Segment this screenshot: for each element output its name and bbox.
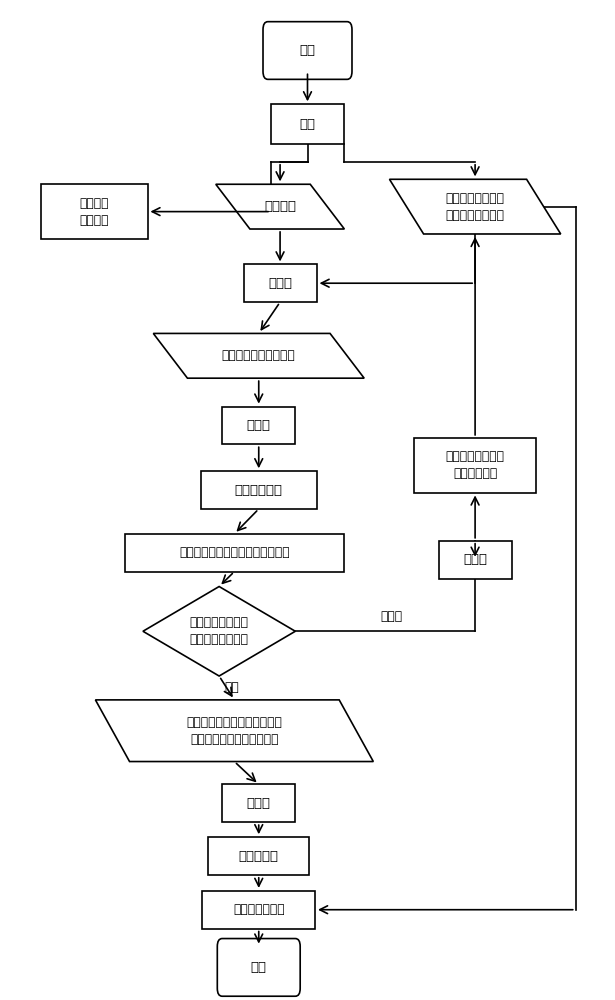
Text: 客户端: 客户端	[463, 553, 487, 566]
Text: 合理: 合理	[224, 681, 239, 694]
Text: 显示参数
输入界面: 显示参数 输入界面	[79, 197, 109, 227]
Bar	[222, 407, 295, 444]
Text: 对计算过程和计算结果进行统
计并形成数据库或者数据表: 对计算过程和计算结果进行统 计并形成数据库或者数据表	[186, 716, 282, 746]
Text: 验算沥青混凝土加
铺层厚度的合理性: 验算沥青混凝土加 铺层厚度的合理性	[189, 616, 248, 646]
Text: 用户: 用户	[300, 118, 315, 131]
Bar	[222, 784, 295, 822]
Bar	[125, 534, 344, 572]
Polygon shape	[143, 587, 295, 676]
Bar	[271, 104, 344, 144]
Text: 开始: 开始	[300, 44, 315, 57]
Bar	[244, 264, 317, 302]
Text: 参数输入: 参数输入	[264, 200, 296, 213]
Polygon shape	[153, 333, 364, 378]
Bar	[41, 184, 148, 239]
Text: 展示计算书: 展示计算书	[239, 850, 279, 863]
Text: 客户端: 客户端	[268, 277, 292, 290]
Bar	[202, 891, 315, 929]
Polygon shape	[95, 700, 373, 762]
Bar	[414, 438, 536, 493]
Polygon shape	[216, 184, 344, 229]
Bar	[201, 471, 317, 509]
Text: 封装参数形成数据文件: 封装参数形成数据文件	[222, 349, 296, 362]
FancyBboxPatch shape	[263, 22, 352, 79]
Text: 解析数据文件: 解析数据文件	[235, 484, 283, 497]
Text: 有沥青上面层的混凝土板应力计算: 有沥青上面层的混凝土板应力计算	[179, 546, 290, 559]
Text: 结束: 结束	[251, 961, 267, 974]
Text: 预览确认并打印: 预览确认并打印	[233, 903, 285, 916]
Text: 服务器: 服务器	[247, 419, 271, 432]
FancyBboxPatch shape	[217, 939, 300, 996]
Bar	[438, 541, 512, 579]
Text: 不合理: 不合理	[380, 610, 402, 623]
Bar	[208, 837, 309, 875]
Text: 客户端: 客户端	[247, 797, 271, 810]
Text: 请用户重新拟定加
铺层路面结构: 请用户重新拟定加 铺层路面结构	[446, 450, 504, 480]
Text: 重新拟定沥青混凝
土加铺层路面结构: 重新拟定沥青混凝 土加铺层路面结构	[446, 192, 504, 222]
Polygon shape	[389, 179, 561, 234]
